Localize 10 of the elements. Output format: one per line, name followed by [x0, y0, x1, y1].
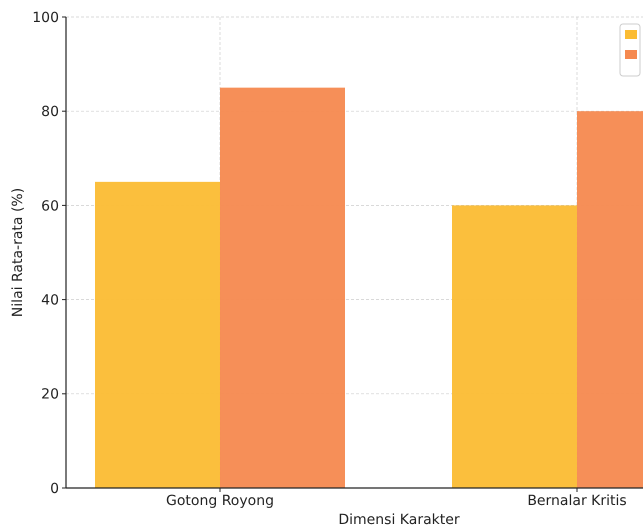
- y-tick-label: 60: [41, 198, 59, 214]
- x-tick-label: Gotong Royong: [166, 493, 274, 509]
- x-axis-title: Dimensi Karakter: [338, 512, 460, 528]
- x-tick-label: Bernalar Kritis: [527, 493, 627, 509]
- y-tick-label: 40: [41, 292, 59, 308]
- y-axis-title: Nilai Rata-rata (%): [10, 188, 26, 318]
- y-tick-label: 100: [32, 10, 59, 26]
- y-tick-label: 20: [41, 386, 59, 403]
- y-tick-label: 0: [50, 480, 59, 497]
- y-tick-label: 80: [41, 104, 59, 120]
